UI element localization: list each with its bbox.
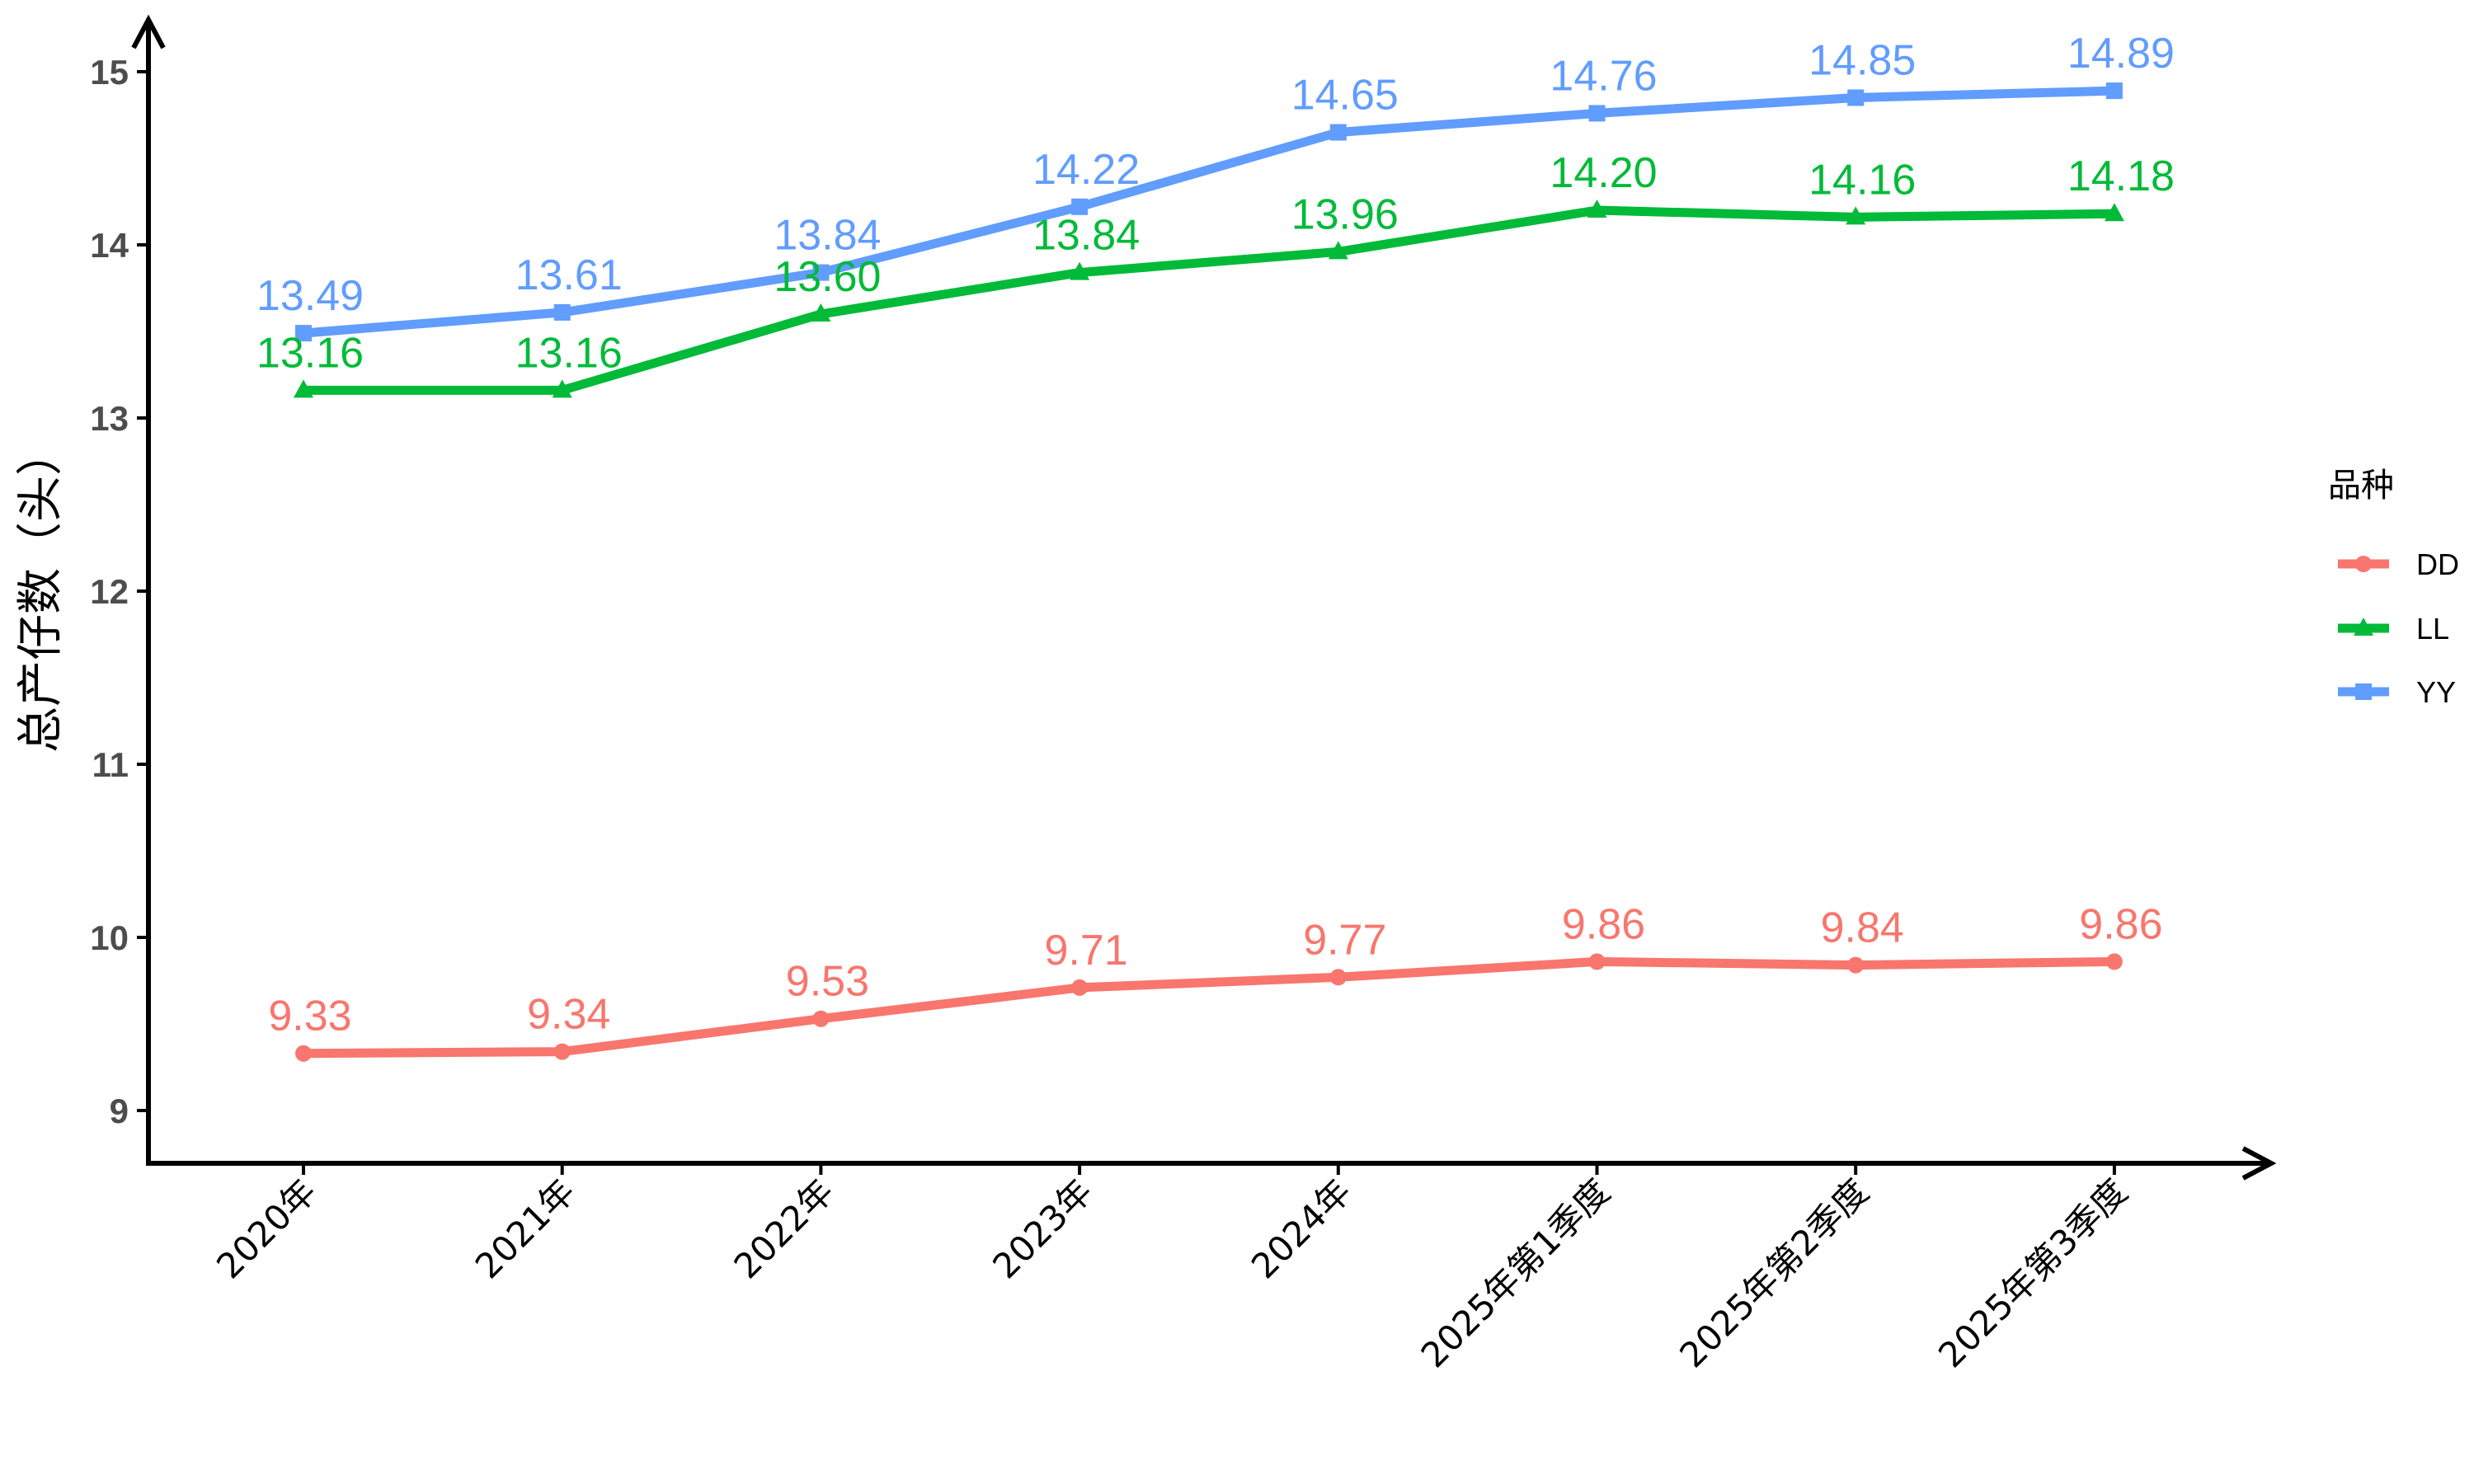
data-point-YY — [1588, 105, 1606, 122]
legend-label: LL — [2416, 612, 2449, 646]
data-point-LL — [294, 379, 313, 398]
y-tick-label: 13 — [90, 399, 129, 438]
data-label-LL: 13.16 — [515, 329, 623, 377]
data-point-DD — [812, 1010, 830, 1027]
series-line-YY — [303, 86, 2115, 338]
y-axis-arrow-icon — [131, 14, 166, 49]
y-tick-label: 12 — [90, 572, 129, 611]
y-tick-label: 15 — [90, 53, 129, 92]
y-tick-label: 14 — [90, 226, 129, 265]
y-tick-label: 10 — [90, 918, 129, 957]
data-point-YY — [553, 303, 571, 321]
data-label-YY: 13.61 — [515, 251, 623, 299]
x-tick-label: 2021年 — [468, 1171, 583, 1286]
x-tick-label: 2024年 — [1244, 1171, 1359, 1286]
data-label-DD: 9.34 — [527, 991, 610, 1039]
y-tick-label: 9 — [110, 1092, 129, 1130]
data-point-LL — [1846, 206, 1866, 225]
data-point-LL — [1328, 241, 1348, 260]
data-label-DD: 9.77 — [1303, 916, 1386, 964]
legend-item-YY: YY — [2338, 675, 2456, 709]
data-point-YY — [1071, 198, 1089, 215]
data-label-YY: 13.49 — [256, 272, 364, 320]
data-label-LL: 13.96 — [1291, 190, 1399, 238]
data-point-DD — [1329, 969, 1347, 986]
series-line-LL — [303, 205, 2114, 395]
legend-label: DD — [2416, 547, 2459, 581]
data-label-YY: 14.89 — [2067, 30, 2175, 77]
x-axis-arrow-icon — [2241, 1146, 2277, 1181]
legend-marker-DD — [2355, 556, 2372, 572]
data-point-YY — [812, 264, 830, 281]
legend-title: 品种 — [2328, 467, 2394, 505]
data-point-LL — [2104, 203, 2124, 222]
data-point-LL — [1070, 261, 1090, 280]
data-label-DD: 9.86 — [1562, 900, 1645, 948]
legend-item-LL: LL — [2338, 612, 2449, 646]
legend-label: YY — [2416, 675, 2456, 709]
data-label-LL: 13.84 — [1032, 212, 1140, 260]
data-label-LL: 13.16 — [256, 329, 364, 377]
data-label-LL: 13.60 — [774, 253, 881, 301]
x-tick-label: 2025年第2季度 — [1672, 1171, 1876, 1375]
legend-item-DD: DD — [2338, 547, 2459, 581]
data-point-LL — [811, 303, 831, 322]
x-tick-label: 2025年第1季度 — [1413, 1171, 1618, 1375]
data-point-DD — [1071, 979, 1089, 996]
data-label-DD: 9.53 — [786, 958, 869, 1006]
legend: 品种 DD LL YY — [2328, 467, 2459, 709]
data-label-LL: 14.20 — [1550, 149, 1657, 197]
data-label-DD: 9.33 — [268, 993, 351, 1040]
data-label-DD: 9.84 — [1821, 904, 1904, 952]
data-label-LL: 14.16 — [1808, 156, 1916, 204]
data-point-DD — [553, 1043, 571, 1060]
data-label-YY: 14.85 — [1808, 37, 1916, 85]
data-point-YY — [2105, 82, 2123, 100]
axes — [131, 14, 2277, 1181]
legend-marker-LL — [2354, 618, 2373, 636]
data-point-YY — [295, 325, 312, 342]
data-label-LL: 14.18 — [2067, 153, 2175, 200]
data-label-DD: 9.71 — [1044, 927, 1127, 974]
x-tick-label: 2025年第3季度 — [1931, 1171, 2135, 1375]
data-point-YY — [1329, 124, 1347, 141]
y-tick-label: 11 — [92, 745, 129, 784]
legend-marker-YY — [2355, 683, 2372, 700]
data-label-YY: 14.22 — [1032, 146, 1140, 194]
x-tick-label: 2022年 — [727, 1171, 842, 1286]
data-point-LL — [1587, 200, 1607, 218]
x-tick-label: 2020年 — [209, 1171, 324, 1286]
data-point-DD — [1847, 956, 1865, 974]
series-line-DD — [303, 956, 2114, 1059]
data-label-YY: 14.76 — [1550, 52, 1657, 100]
data-point-LL — [552, 379, 572, 398]
data-label-YY: 14.65 — [1291, 72, 1399, 120]
data-label-YY: 13.84 — [774, 212, 881, 260]
data-point-DD — [1588, 953, 1606, 970]
y-axis-title: 总产仔数（头） — [14, 430, 68, 753]
data-point-DD — [2105, 953, 2123, 970]
data-point-YY — [1847, 89, 1865, 106]
data-label-DD: 9.86 — [2079, 900, 2162, 948]
x-tick-label: 2023年 — [985, 1171, 1100, 1286]
data-point-DD — [295, 1045, 312, 1062]
